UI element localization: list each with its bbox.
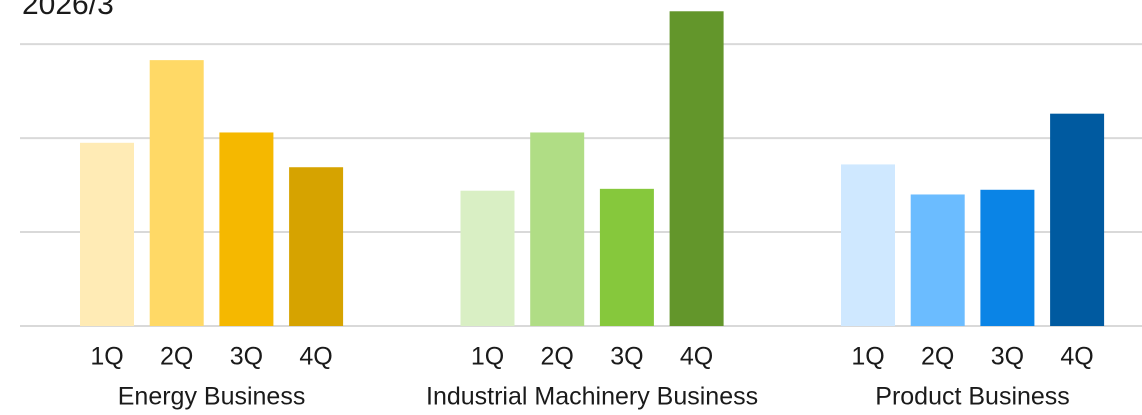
bar [1050,113,1105,326]
x-tick-label: 2Q [160,343,193,371]
x-tick-label: 1Q [90,343,123,371]
bar [80,142,134,326]
x-tick-label: 1Q [471,343,504,371]
x-tick-label: 4Q [1060,343,1093,371]
x-tick-label: 1Q [851,343,884,371]
chart-title: 2026/3 [22,0,114,21]
bar [980,189,1035,326]
bar [841,164,895,326]
bar [910,194,965,326]
group-label: Product Business [875,383,1070,411]
bar [669,11,724,327]
bar [530,132,585,326]
x-tick-label: 2Q [921,343,954,371]
x-tick-label: 3Q [230,343,263,371]
bar [219,132,274,326]
bar [599,188,654,326]
bar [289,167,344,326]
x-tick-label: 4Q [680,343,713,371]
group-label: Industrial Machinery Business [426,383,758,411]
x-tick-label: 2Q [541,343,574,371]
x-tick-label: 3Q [610,343,643,371]
x-tick-label: 4Q [299,343,332,371]
x-tick-label: 3Q [991,343,1024,371]
bar [460,190,515,326]
bar [149,60,204,326]
group-label: Energy Business [118,383,306,411]
